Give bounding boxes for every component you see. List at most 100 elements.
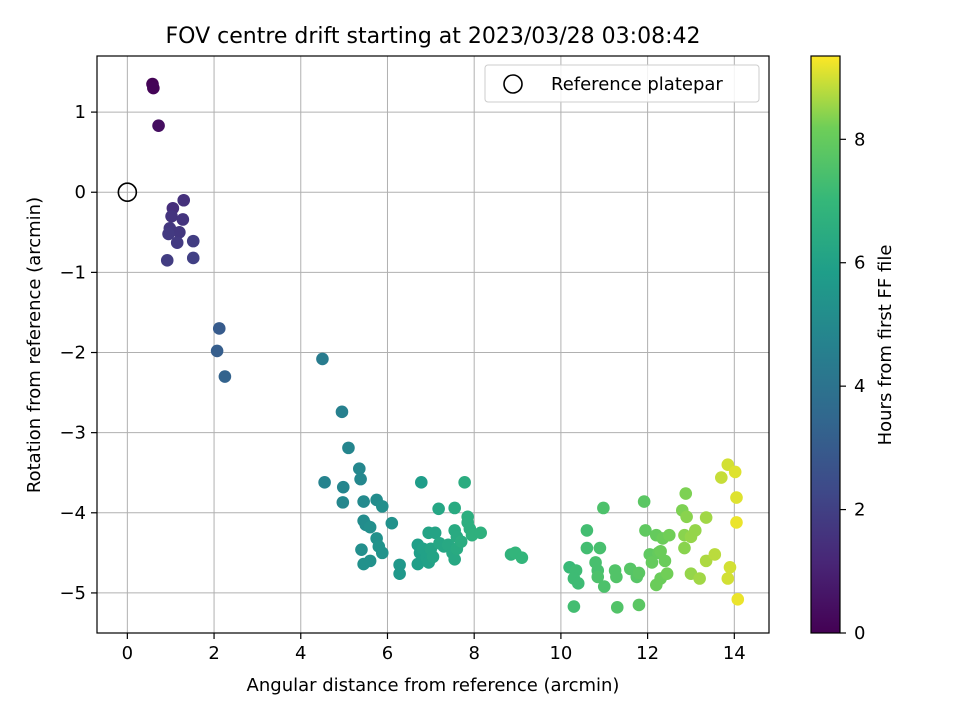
data-point — [632, 566, 646, 580]
grid — [97, 56, 769, 633]
data-point — [316, 352, 329, 366]
data-point — [176, 213, 190, 226]
data-point — [593, 541, 607, 555]
colorbar-tick-label: 0 — [854, 623, 865, 644]
data-point — [354, 472, 367, 486]
data-point — [730, 491, 743, 504]
data-point — [693, 572, 706, 585]
data-point — [393, 558, 406, 572]
y-axis-ticks: 1 0 −1 −2 −3 −4 −5 — [59, 102, 97, 604]
data-point — [474, 526, 487, 540]
data-point — [678, 541, 691, 555]
data-point — [177, 193, 191, 207]
data-point — [165, 209, 178, 223]
data-point — [654, 544, 667, 558]
data-point — [688, 524, 702, 537]
data-point — [591, 570, 605, 584]
data-point — [160, 254, 174, 267]
x-tick-label: 8 — [468, 643, 479, 664]
data-point — [708, 548, 722, 561]
x-tick-label: 4 — [295, 643, 306, 664]
data-point — [363, 520, 377, 534]
data-point — [218, 370, 232, 383]
colorbar-tick-label: 8 — [854, 129, 865, 150]
data-point — [162, 227, 175, 241]
data-point — [639, 524, 652, 537]
data-point — [571, 577, 585, 590]
data-point — [210, 344, 224, 358]
y-tick-label: −1 — [59, 262, 86, 283]
x-tick-label: 14 — [723, 643, 746, 664]
data-point — [428, 526, 442, 540]
data-point — [721, 572, 735, 585]
data-point — [731, 593, 745, 606]
data-point — [728, 465, 742, 479]
data-point — [357, 495, 370, 508]
data-point — [186, 251, 200, 265]
y-tick-label: 0 — [75, 182, 86, 203]
data-points — [146, 77, 745, 614]
colorbar-label: Hours from first FF file — [875, 245, 896, 446]
reference-point-marker — [117, 182, 138, 203]
data-point — [363, 554, 377, 568]
y-tick-label: −5 — [59, 583, 86, 604]
data-point — [448, 552, 461, 566]
plot-frame — [96, 55, 770, 634]
data-point — [649, 578, 663, 592]
data-point — [375, 500, 389, 513]
data-point — [658, 554, 672, 568]
data-point — [414, 476, 428, 489]
data-point — [458, 476, 471, 489]
legend-box — [484, 64, 760, 103]
data-point — [342, 441, 355, 455]
data-point — [336, 496, 350, 509]
colorbar-tick-label: 4 — [854, 376, 865, 397]
data-point — [632, 598, 646, 612]
y-tick-label: 1 — [75, 102, 86, 123]
data-point — [699, 554, 713, 568]
data-point — [152, 119, 165, 133]
data-point — [515, 551, 529, 564]
colorbar: 0 2 4 6 8 Hours from first FF file — [810, 55, 896, 644]
colorbar-tick-label: 2 — [854, 500, 865, 521]
chart-title: FOV centre drift starting at 2023/03/28 … — [166, 24, 701, 49]
data-point — [645, 556, 659, 569]
data-point — [147, 81, 160, 95]
data-point — [699, 511, 713, 524]
data-point — [597, 501, 610, 515]
data-point — [597, 580, 611, 593]
legend: Reference platepar — [484, 64, 760, 103]
data-point — [411, 557, 425, 571]
x-tick-label: 2 — [208, 643, 219, 664]
data-point — [660, 567, 674, 580]
legend-entry-label: Reference platepar — [551, 74, 723, 95]
data-point — [318, 476, 331, 489]
data-point — [580, 524, 594, 537]
data-point — [680, 510, 693, 524]
data-point — [212, 322, 226, 335]
data-point — [580, 541, 594, 555]
data-point — [432, 502, 445, 516]
colorbar-ticks: 0 2 4 6 8 — [840, 129, 865, 644]
data-point — [335, 405, 349, 419]
data-point — [352, 462, 366, 476]
x-axis-ticks: 0 2 4 6 8 10 12 14 — [122, 633, 746, 664]
y-axis-label: Rotation from reference (arcmin) — [24, 197, 45, 493]
data-point — [393, 567, 406, 580]
y-tick-label: −3 — [59, 423, 86, 444]
data-point — [715, 471, 728, 484]
data-point — [723, 560, 737, 574]
data-point — [610, 570, 623, 584]
x-tick-label: 12 — [636, 643, 659, 664]
data-point — [385, 516, 399, 530]
legend-open-circle-icon — [503, 74, 523, 94]
data-point — [610, 601, 624, 614]
data-point — [186, 234, 200, 248]
data-point — [336, 480, 350, 494]
y-tick-label: −2 — [59, 343, 86, 364]
colorbar-tick-label: 6 — [854, 253, 865, 274]
data-point — [662, 528, 676, 542]
data-point — [567, 600, 581, 613]
x-tick-label: 10 — [549, 643, 572, 664]
